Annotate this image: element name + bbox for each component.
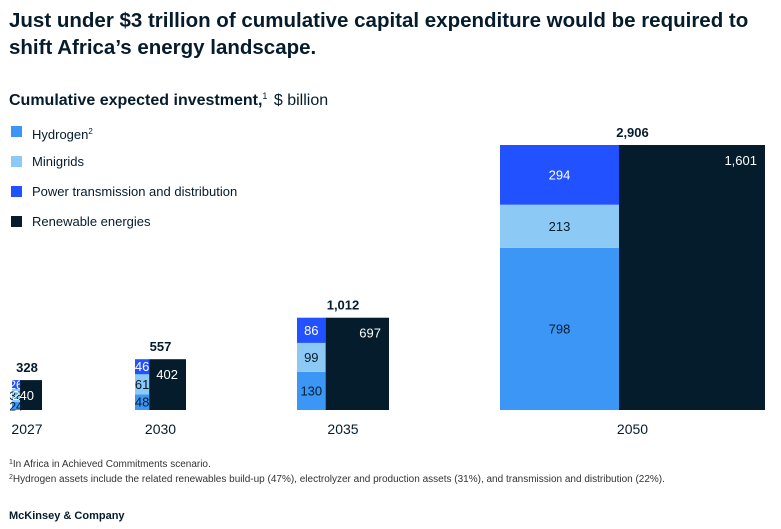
subtitle-footnote-ref: 1 bbox=[262, 91, 268, 101]
x-tick-label-2035: 2035 bbox=[327, 421, 358, 437]
bar-value-label-minigrids-2027: 38 bbox=[9, 389, 23, 403]
subtitle-label: Cumulative expected investment, bbox=[9, 92, 263, 109]
legend-footnote-ref: 2 bbox=[88, 127, 93, 136]
bar-segment-minigrids-2030 bbox=[135, 374, 150, 395]
legend-swatch-power-transmission bbox=[11, 186, 22, 197]
bar-segment-hydrogen-2050 bbox=[500, 247, 620, 410]
bar-segment-minigrids-2050 bbox=[500, 204, 620, 248]
bar-segment-hydrogen-2027 bbox=[12, 401, 21, 410]
chart-title: Just under $3 trillion of cumulative cap… bbox=[9, 9, 749, 59]
bar-value-label-minigrids-2035: 99 bbox=[304, 350, 318, 365]
bar-segment-renewable-energies-2030 bbox=[149, 359, 186, 410]
bar-value-label-power-transmission-and-distribution-2030: 46 bbox=[135, 359, 149, 374]
bar-value-label-power-transmission-and-distribution-2035: 86 bbox=[304, 323, 318, 338]
legend-label-hydrogen: Hydrogen2 bbox=[32, 122, 93, 144]
legend-text-hydrogen: Hydrogen bbox=[32, 127, 89, 142]
bar-segment-power-transmission-and-distribution-2035 bbox=[297, 317, 326, 343]
footnote-2-text: Hydrogen assets include the related rene… bbox=[12, 474, 665, 485]
footnote-2: 2Hydrogen assets include the related ren… bbox=[9, 471, 665, 486]
legend-label-power-transmission: Power transmission and distribution bbox=[32, 184, 238, 199]
bar-value-label-renewable-energies-2030: 402 bbox=[156, 367, 178, 382]
bar-value-label-minigrids-2050: 213 bbox=[549, 219, 571, 234]
bar-value-label-hydrogen-2027: 24 bbox=[9, 399, 23, 413]
bar-value-label-power-transmission-and-distribution-2050: 294 bbox=[549, 167, 571, 182]
bar-segment-power-transmission-and-distribution-2027 bbox=[12, 380, 21, 389]
footnote-2-ref: 2 bbox=[9, 474, 13, 481]
subtitle-unit: $ billion bbox=[269, 92, 329, 109]
bar-segment-minigrids-2035 bbox=[297, 342, 326, 372]
bar-segment-power-transmission-and-distribution-2050 bbox=[500, 145, 620, 205]
bar-segment-minigrids-2027 bbox=[12, 388, 21, 402]
x-tick-label-2030: 2030 bbox=[145, 421, 176, 437]
footnote-1: 1In Africa in Achieved Commitments scena… bbox=[9, 456, 665, 471]
bar-segment-hydrogen-2035 bbox=[297, 371, 326, 410]
brand-logo-text: McKinsey & Company bbox=[9, 510, 125, 522]
bar-value-label-minigrids-2030: 61 bbox=[135, 377, 149, 392]
bar-segment-power-transmission-and-distribution-2030 bbox=[135, 359, 150, 375]
bar-value-label-renewable-energies-2035: 697 bbox=[359, 326, 381, 341]
bar-total-label-2027: 328 bbox=[16, 360, 38, 375]
footnotes: 1In Africa in Achieved Commitments scena… bbox=[9, 456, 665, 486]
legend-label-renewable-energies: Renewable energies bbox=[32, 214, 151, 229]
bar-value-label-hydrogen-2050: 798 bbox=[549, 321, 571, 336]
bar-segment-renewable-energies-2050 bbox=[619, 145, 765, 410]
legend-swatch-minigrids bbox=[11, 156, 22, 167]
footnote-1-text: In Africa in Achieved Commitments scenar… bbox=[12, 459, 211, 470]
bar-value-label-renewable-energies-2027: 240 bbox=[12, 388, 34, 403]
x-tick-label-2027: 2027 bbox=[11, 421, 42, 437]
x-tick-label-2050: 2050 bbox=[617, 421, 648, 437]
bar-value-label-hydrogen-2035: 130 bbox=[300, 383, 322, 398]
bar-value-label-hydrogen-2030: 48 bbox=[135, 395, 149, 410]
legend-swatch-renewable-energies bbox=[11, 216, 22, 227]
legend-swatch-hydrogen bbox=[11, 126, 22, 137]
bar-total-label-2035: 1,012 bbox=[327, 298, 360, 313]
bar-segment-renewable-energies-2027 bbox=[20, 380, 42, 410]
bar-value-label-renewable-energies-2050: 1,601 bbox=[724, 153, 757, 168]
chart-subtitle: Cumulative expected investment,1 $ billi… bbox=[9, 86, 328, 111]
bar-segment-renewable-energies-2035 bbox=[325, 317, 389, 410]
footnote-1-ref: 1 bbox=[9, 459, 13, 466]
bar-total-label-2050: 2,906 bbox=[616, 125, 649, 140]
bar-total-label-2030: 557 bbox=[150, 339, 172, 354]
bar-segment-hydrogen-2030 bbox=[135, 394, 150, 410]
bar-value-label-power-transmission-and-distribution-2027: 26 bbox=[9, 378, 23, 392]
legend-label-minigrids: Minigrids bbox=[32, 154, 85, 169]
